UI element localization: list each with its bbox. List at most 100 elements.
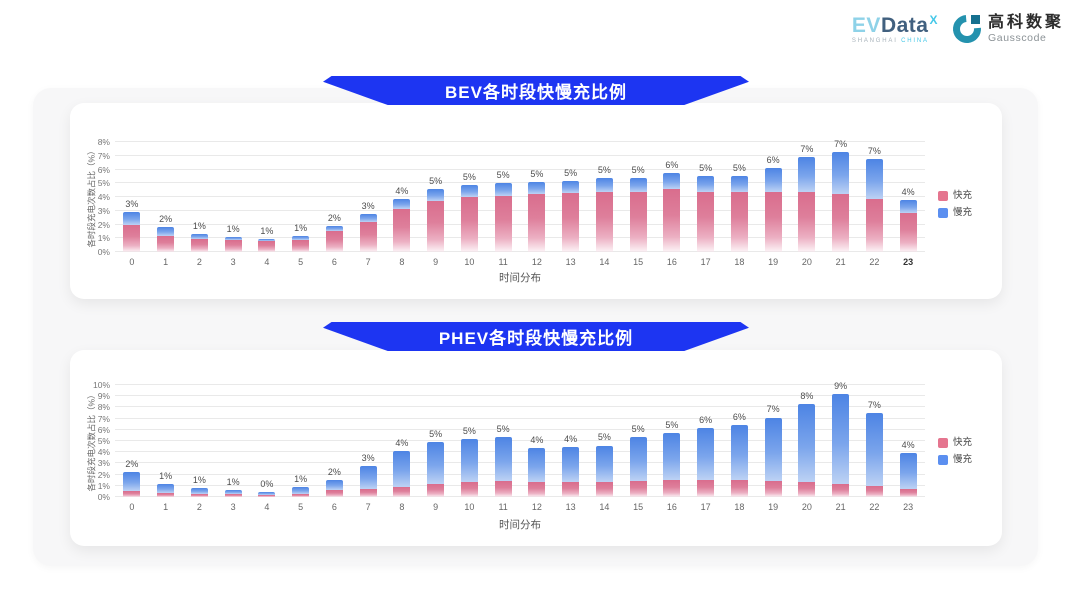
x-axis-tick: 19 — [768, 257, 779, 267]
bar-segment-fast — [460, 197, 478, 252]
bar-segment-fast — [865, 199, 883, 252]
x-axis-tick: 5 — [298, 502, 304, 512]
x-axis-tick: 1 — [163, 257, 169, 267]
bar-segment-slow — [258, 238, 276, 241]
bar-segment-fast — [427, 201, 445, 252]
gausscode-text: 高科数聚 Gausscode — [987, 14, 1064, 44]
evdata-superscript-x: X — [929, 13, 938, 27]
bar-segment-slow — [562, 180, 580, 193]
y-axis-tick: 0% — [97, 492, 110, 502]
bar-segment-fast — [899, 489, 917, 497]
bar-segment-slow — [865, 413, 883, 486]
bar-total-label: 2% — [327, 212, 341, 223]
bar-total-label: 9% — [834, 380, 848, 391]
x-axis-tick: 4 — [264, 502, 270, 512]
x-axis-tick: 17 — [700, 502, 711, 512]
bar-segment-slow — [663, 433, 681, 481]
y-axis-tick: 2% — [97, 219, 110, 230]
bar-segment-slow — [528, 447, 546, 483]
bar-segment-slow — [292, 487, 310, 494]
x-axis-tick: 18 — [734, 502, 745, 512]
bar-segment-fast — [258, 241, 276, 252]
bar-segment-slow — [157, 483, 175, 493]
bar-total-label: 7% — [867, 400, 881, 410]
x-axis-tick: 4 — [264, 257, 270, 267]
gridline — [115, 182, 925, 184]
x-axis-tick: 21 — [835, 502, 846, 512]
x-axis-tick: 23 — [903, 502, 914, 512]
bar-segment-slow — [494, 183, 512, 196]
slow-charge-swatch-icon — [938, 208, 948, 218]
bar-total-label: 1% — [260, 225, 274, 236]
legend-fast-label: 快充 — [953, 190, 973, 202]
bar-segment-fast — [562, 192, 580, 252]
gausscode-english-name: Gausscode — [987, 31, 1047, 44]
bar-segment-slow — [832, 151, 850, 195]
bar-segment-fast — [730, 480, 748, 497]
bar-segment-fast — [157, 492, 175, 497]
bar-segment-slow — [629, 436, 647, 482]
bar-segment-fast — [798, 482, 816, 497]
gridline — [115, 484, 925, 486]
x-axis-tick: 6 — [331, 502, 337, 512]
bar-segment-fast — [190, 238, 208, 252]
x-axis-tick: 22 — [869, 257, 880, 267]
bar-segment-slow — [190, 234, 208, 239]
bar-segment-slow — [460, 184, 478, 197]
y-axis-tick: 6% — [97, 164, 110, 175]
bar-segment-fast — [393, 209, 411, 252]
gridline — [115, 168, 925, 170]
bar-segment-fast — [595, 191, 613, 252]
gridline — [115, 209, 925, 211]
bar-segment-slow — [224, 236, 242, 241]
bar-total-label: 2% — [125, 459, 139, 470]
bar-total-label: 7% — [867, 145, 881, 156]
phev-chart-title: PHEV各时段快慢充比例 — [438, 329, 634, 348]
x-axis-tick: 11 — [498, 502, 508, 512]
bar-total-label: 5% — [496, 423, 510, 434]
bar-segment-slow — [427, 442, 445, 484]
bar-segment-fast — [292, 493, 310, 497]
bar-segment-slow — [190, 488, 208, 494]
y-axis-tick: 8% — [97, 137, 110, 147]
evdata-data: Data — [880, 14, 929, 37]
x-axis-tick: 0 — [129, 257, 135, 267]
x-axis-tick: 18 — [734, 257, 745, 267]
y-axis-tick: 1% — [97, 480, 110, 491]
x-axis-tick: 23 — [903, 257, 914, 267]
bar-segment-slow — [730, 425, 748, 481]
x-axis-tick: 13 — [565, 257, 576, 267]
bar-segment-fast — [764, 481, 782, 497]
bar-total-label: 5% — [631, 423, 645, 434]
bar-segment-slow — [562, 447, 580, 483]
bar-segment-fast — [292, 239, 310, 252]
bev-chart-card: 各时段充电次数占比（%） 0% 1% 2% 3% 4% 5% 6% 7% 8% 3% 0 2% 1 1% 2… — [70, 103, 1002, 299]
x-axis-tick: 3 — [230, 502, 236, 512]
gridline — [115, 154, 925, 156]
x-axis-tick: 19 — [768, 502, 779, 512]
bar-segment-fast — [325, 231, 343, 252]
header-logos: EVDataX SHANGHAI CHINA 高科数聚 Gausscode — [852, 14, 1064, 44]
bar-segment-fast — [629, 191, 647, 252]
gridline — [115, 395, 925, 397]
phev-chart-title-banner: PHEV各时段快慢充比例 — [323, 322, 749, 351]
bar-segment-fast — [427, 483, 445, 497]
bar-total-label: 7% — [834, 138, 848, 149]
bar-total-label: 4% — [901, 186, 915, 197]
legend-item-fast: 快充 — [938, 191, 972, 201]
bar-total-label: 5% — [699, 163, 713, 174]
gridline — [115, 196, 925, 197]
x-axis-tick: 8 — [399, 502, 405, 512]
bar-total-label: 4% — [395, 438, 409, 449]
bar-segment-slow — [359, 214, 377, 222]
bar-segment-slow — [663, 172, 681, 189]
x-axis-tick: 9 — [433, 257, 439, 267]
bar-segment-fast — [697, 480, 715, 497]
bar-segment-slow — [697, 427, 715, 481]
bar-total-label: 5% — [732, 163, 746, 174]
bar-total-label: 6% — [766, 155, 780, 166]
gridline — [115, 417, 925, 419]
y-axis-tick: 1% — [97, 233, 110, 244]
x-axis-tick: 1 — [163, 502, 169, 512]
x-axis-tick: 2 — [196, 502, 202, 512]
